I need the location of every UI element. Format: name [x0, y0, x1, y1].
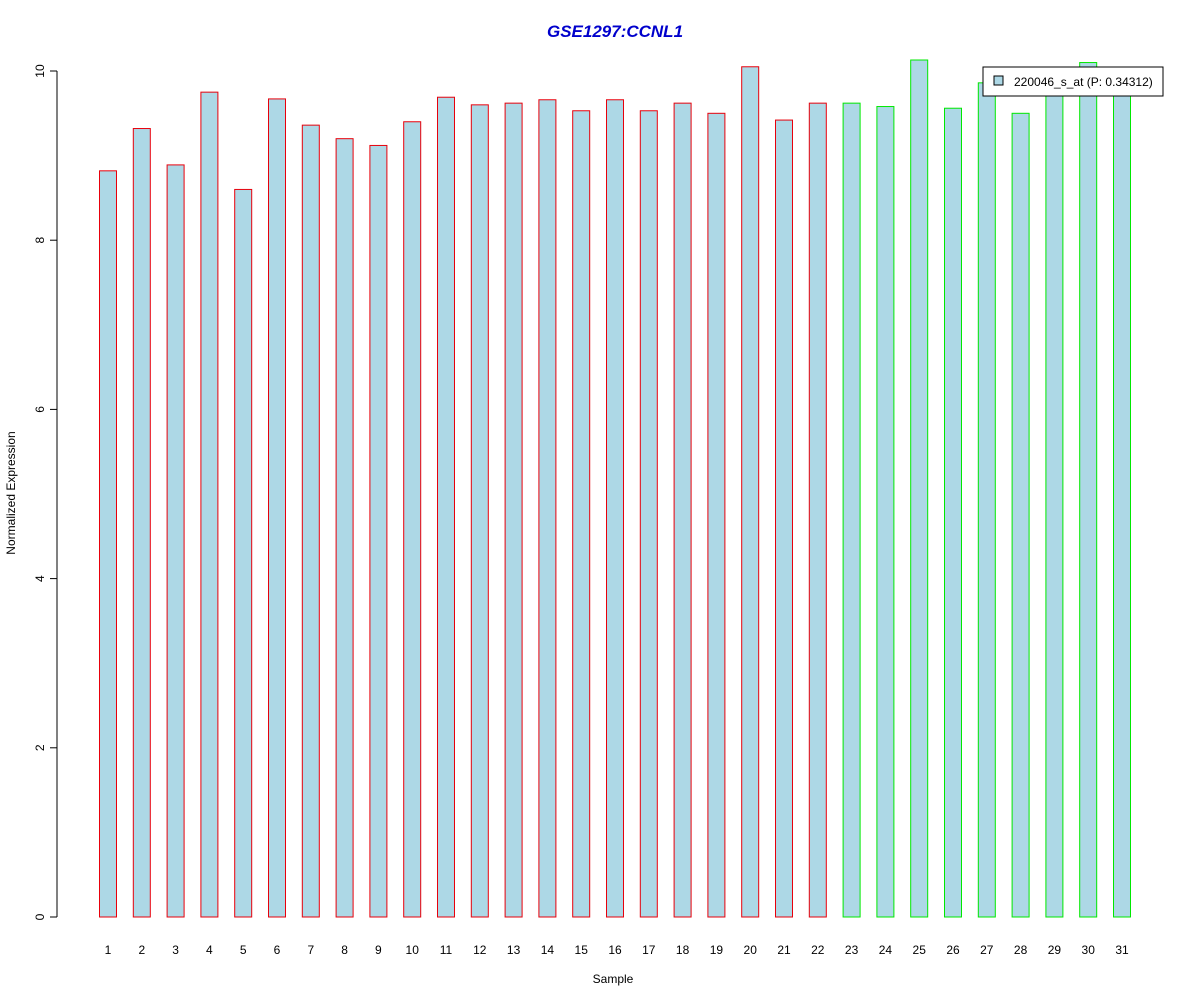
- bar-sample-21: [775, 119, 793, 918]
- x-tick-labels: 1 2 3 4 5 6 7 8 9 10 11 12 13 14 15 16 17 18 19 20 21 22 23 24 2…: [105, 943, 1129, 957]
- x-tick-label: 10: [406, 943, 420, 957]
- legend: 220046_s_at (P: 0.34312): [982, 66, 1164, 97]
- chart-title: GSE1297:CCNL1: [547, 22, 683, 41]
- x-tick-label: 21: [777, 943, 791, 957]
- bar-sample-29: [1045, 91, 1064, 918]
- x-tick-label: 22: [811, 943, 825, 957]
- bar-sample-22: [808, 102, 827, 918]
- y-tick-label: 8: [33, 237, 47, 244]
- x-tick-label: 9: [375, 943, 382, 957]
- x-tick-label: 28: [1014, 943, 1028, 957]
- bar-sample-15: [572, 110, 591, 918]
- x-tick-label: 11: [440, 943, 453, 957]
- bar-sample-1: [99, 170, 117, 918]
- x-tick-label: 15: [575, 943, 589, 957]
- x-tick-label: 7: [307, 943, 314, 957]
- bar-sample-2: [132, 128, 151, 918]
- x-tick-label: 30: [1082, 943, 1096, 957]
- y-tick-label: 6: [33, 406, 47, 413]
- bar-sample-9: [369, 144, 388, 918]
- bar-sample-25: [910, 59, 929, 918]
- legend-label: 220046_s_at (P: 0.34312): [1014, 75, 1153, 89]
- bars: [99, 59, 1131, 918]
- bar-sample-20: [741, 66, 760, 918]
- x-tick-label: 2: [138, 943, 145, 957]
- x-tick-label: 25: [913, 943, 927, 957]
- x-tick-label: 20: [744, 943, 758, 957]
- x-tick-label: 6: [274, 943, 281, 957]
- x-tick-label: 17: [642, 943, 656, 957]
- y-axis: 0 2 4 6 8 10: [33, 64, 58, 920]
- bar-sample-28: [1011, 112, 1030, 918]
- bar-sample-14: [538, 99, 557, 918]
- bar-sample-19: [707, 112, 726, 918]
- bar-sample-6: [268, 98, 286, 918]
- x-tick-label: 16: [608, 943, 622, 957]
- bar-sample-12: [470, 104, 489, 918]
- x-tick-label: 1: [105, 943, 112, 957]
- x-tick-label: 13: [507, 943, 521, 957]
- x-tick-label: 19: [710, 943, 724, 957]
- y-tick-label: 10: [33, 64, 47, 78]
- y-axis-label: Normalized Expression: [4, 431, 18, 554]
- bar-sample-31: [1113, 89, 1131, 918]
- bar-sample-26: [944, 107, 962, 918]
- bar-sample-30: [1079, 62, 1098, 918]
- bar-sample-13: [504, 102, 523, 918]
- bar-sample-10: [403, 121, 422, 918]
- x-tick-label: 18: [676, 943, 690, 957]
- x-tick-label: 23: [845, 943, 859, 957]
- bar-sample-11: [437, 96, 455, 918]
- legend-box: [982, 66, 1164, 97]
- y-tick-label: 4: [33, 575, 47, 582]
- x-tick-label: 24: [879, 943, 893, 957]
- bar-sample-17: [639, 110, 658, 918]
- y-tick-label: 0: [33, 913, 47, 920]
- x-axis-label: Sample: [593, 972, 634, 986]
- bar-sample-23: [842, 102, 861, 918]
- bar-sample-4: [200, 91, 219, 918]
- legend-swatch: [993, 75, 1004, 86]
- bar-sample-18: [673, 102, 692, 918]
- x-tick-label: 14: [541, 943, 555, 957]
- x-tick-label: 29: [1048, 943, 1062, 957]
- x-tick-label: 27: [980, 943, 994, 957]
- x-tick-label: 4: [206, 943, 213, 957]
- x-tick-label: 31: [1115, 943, 1129, 957]
- bar-sample-5: [234, 188, 253, 918]
- x-tick-label: 8: [341, 943, 348, 957]
- x-tick-label: 26: [946, 943, 960, 957]
- bar-sample-16: [606, 99, 624, 918]
- bar-sample-27: [977, 82, 996, 918]
- bar-sample-24: [876, 106, 895, 918]
- x-tick-label: 12: [473, 943, 487, 957]
- bar-sample-8: [335, 138, 354, 918]
- y-tick-label: 2: [33, 744, 47, 751]
- bar-sample-3: [166, 164, 185, 918]
- x-tick-label: 3: [172, 943, 179, 957]
- bar-sample-7: [301, 124, 320, 918]
- x-tick-label: 5: [240, 943, 247, 957]
